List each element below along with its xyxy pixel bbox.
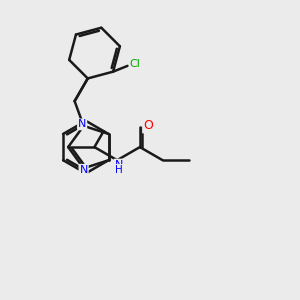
Text: N: N: [114, 160, 123, 170]
Text: H: H: [115, 164, 122, 175]
Text: N: N: [78, 119, 86, 129]
Text: O: O: [143, 119, 153, 132]
Text: N: N: [80, 165, 88, 175]
Text: Cl: Cl: [130, 59, 140, 69]
